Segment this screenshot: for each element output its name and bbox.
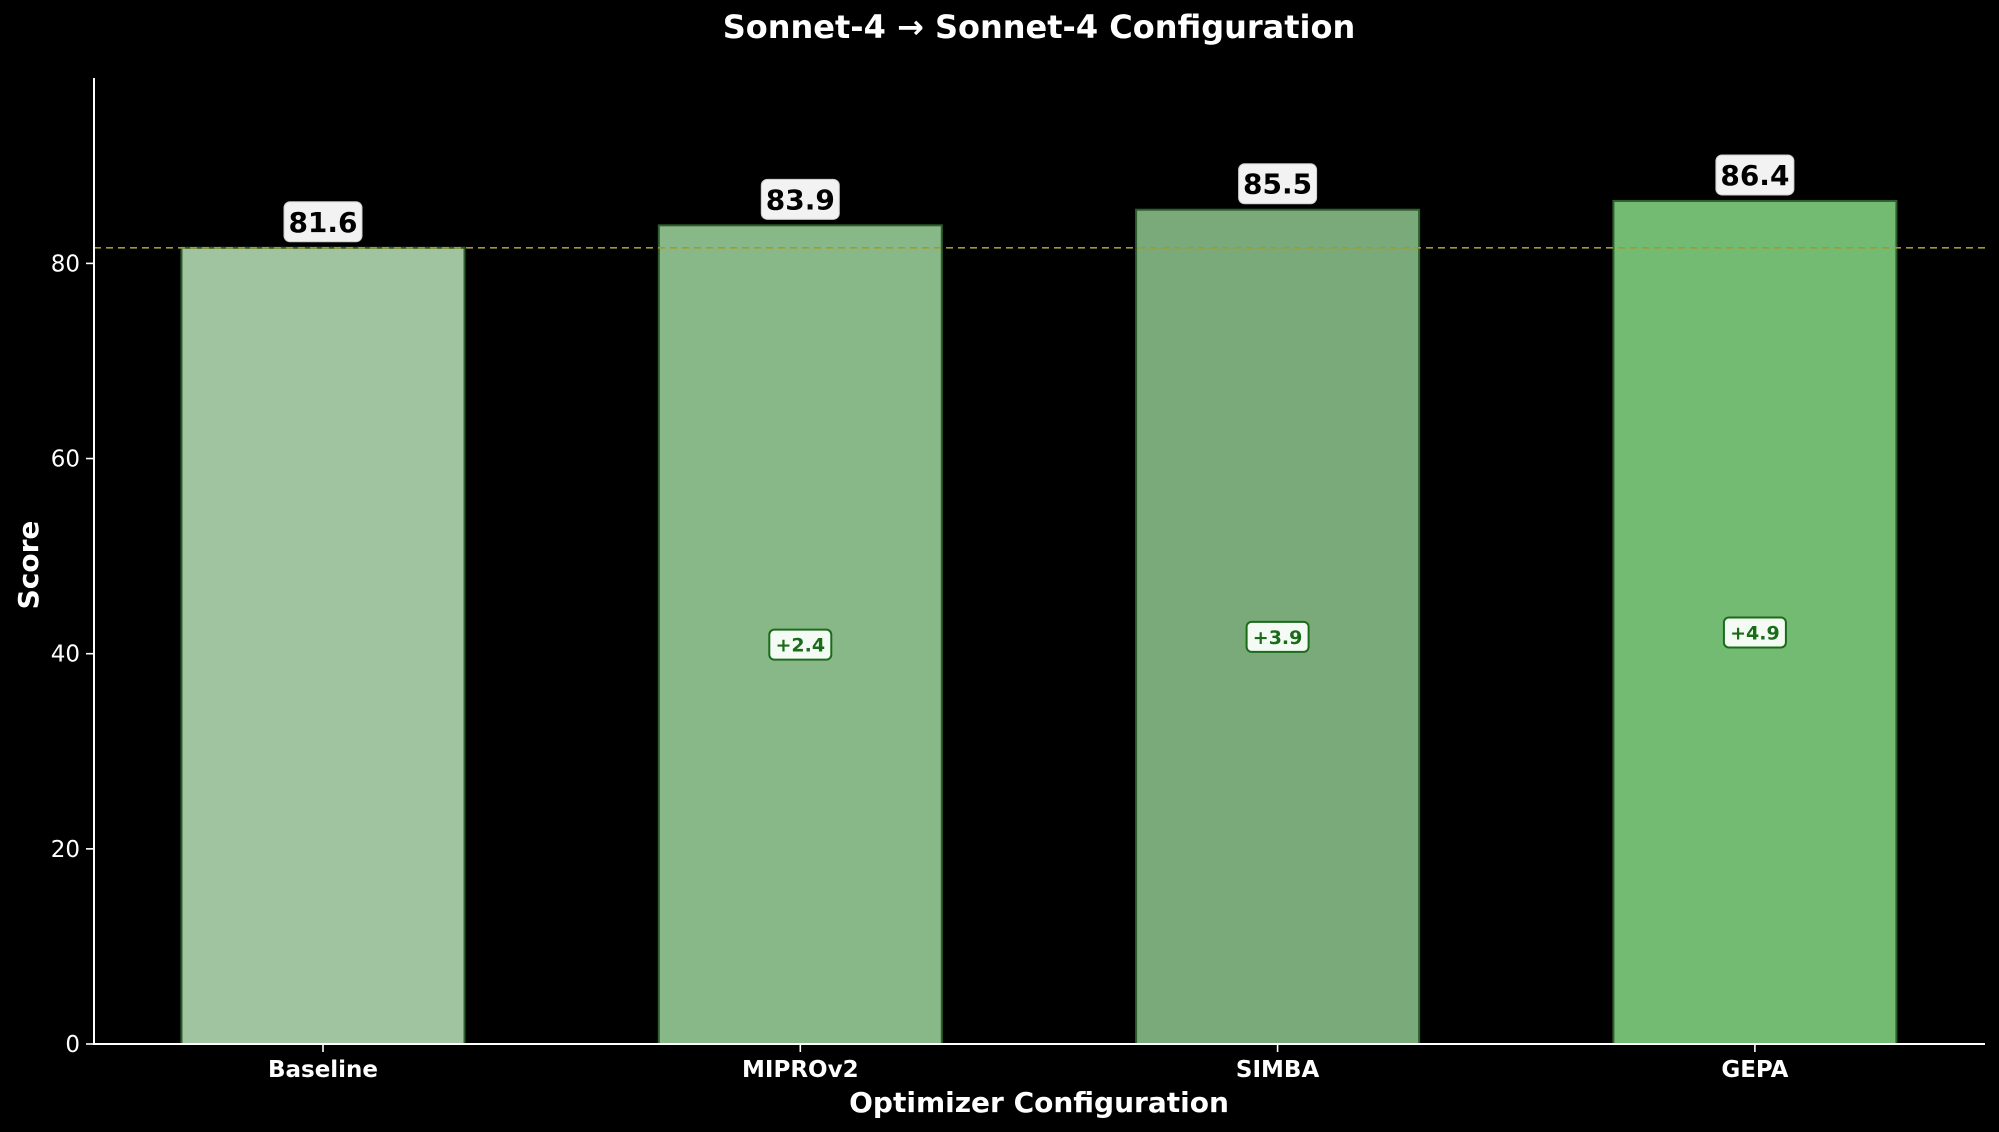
value-label: 85.5	[1243, 168, 1312, 201]
x-tick-label: Baseline	[268, 1057, 378, 1083]
value-label-box	[1238, 163, 1318, 205]
x-tick-label: GEPA	[1721, 1057, 1788, 1083]
bars-layer	[180, 199, 1898, 1046]
delta-label: +4.9	[1730, 622, 1780, 644]
chart-title: Sonnet-4 → Sonnet-4 Configuration	[723, 8, 1356, 46]
value-label-box	[760, 178, 840, 220]
y-tick-label: 60	[51, 447, 80, 473]
delta-label-box	[768, 628, 833, 661]
delta-label: +2.4	[776, 635, 826, 657]
y-tick-label: 40	[51, 642, 80, 668]
y-tick-label: 80	[51, 251, 80, 277]
value-label-box	[1715, 154, 1795, 196]
value-label: 86.4	[1720, 159, 1789, 192]
value-label: 81.6	[288, 206, 357, 239]
y-axis-label: Score	[12, 521, 45, 610]
y-tick-label: 0	[65, 1032, 80, 1058]
x-tick-label: MIPROv2	[742, 1057, 859, 1083]
axes-layer: 0 20 40 60 80 Baseline MIPROv2 SIMBA GEPA	[51, 78, 1985, 1083]
y-tick-label: 20	[51, 837, 80, 863]
x-axis-label: Optimizer Configuration	[849, 1086, 1229, 1119]
bar-baseline	[180, 246, 466, 1046]
delta-label-box	[1245, 620, 1310, 653]
delta-label-box	[1722, 616, 1787, 649]
delta-label: +3.9	[1253, 627, 1303, 649]
labels-layer: 81.6 83.9 85.5 86.4 +2.4 +3.9 +4.9	[283, 154, 1795, 661]
value-label-box	[283, 201, 363, 243]
x-tick-label: SIMBA	[1236, 1057, 1320, 1083]
value-label: 83.9	[766, 183, 835, 216]
